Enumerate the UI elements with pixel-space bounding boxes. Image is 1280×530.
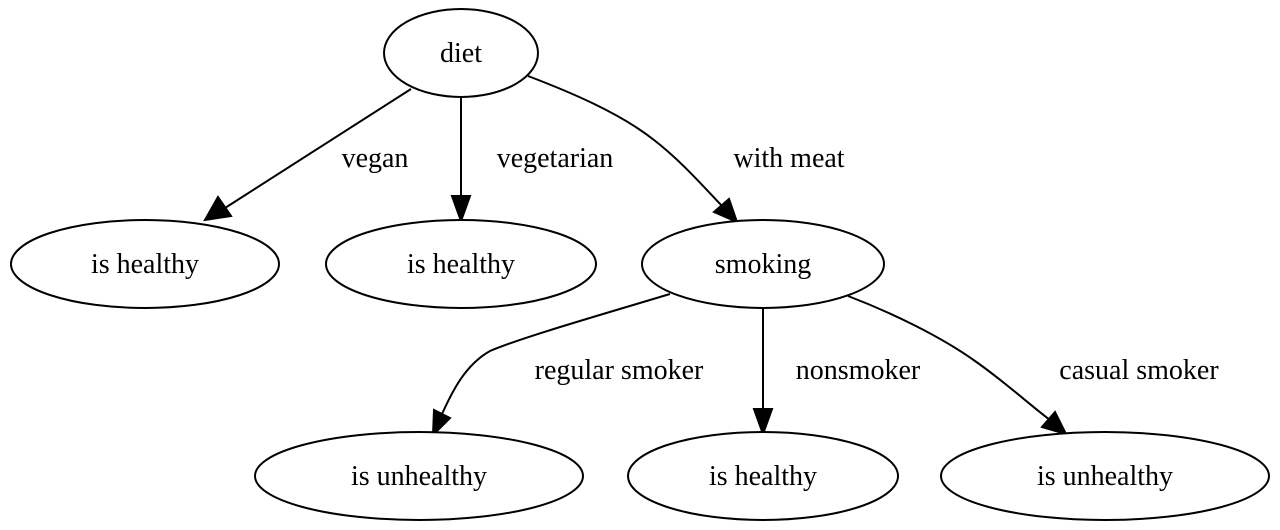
node-label-diet: diet bbox=[440, 38, 482, 69]
arrowhead-icon bbox=[752, 408, 774, 437]
node-diet: diet bbox=[383, 8, 539, 98]
node-ellipse bbox=[325, 219, 597, 309]
edge-smoking-regular-smoker bbox=[431, 293, 671, 438]
node-ellipse bbox=[641, 219, 885, 309]
edge-label-casual-smoker: casual smoker bbox=[1059, 355, 1219, 386]
edge-line bbox=[441, 293, 671, 415]
node-ellipse bbox=[254, 431, 584, 521]
edge-diet-vegetarian bbox=[450, 97, 472, 224]
node-ellipse bbox=[940, 431, 1270, 521]
arrowhead-icon bbox=[1040, 410, 1068, 436]
arrowhead-icon bbox=[431, 408, 452, 438]
edge-label-vegan: vegan bbox=[342, 143, 409, 174]
edge-diet-vegan bbox=[203, 88, 412, 222]
edge-line bbox=[527, 75, 723, 207]
node-ellipse bbox=[10, 219, 280, 309]
node-label-smoking: smoking bbox=[715, 249, 811, 280]
arrowhead-icon bbox=[450, 195, 472, 224]
edge-label-regular-smoker: regular smoker bbox=[535, 355, 704, 386]
edge-label-with-meat: with meat bbox=[733, 143, 844, 174]
node-vegan-outcome: is healthy bbox=[10, 219, 280, 309]
node-label-nonsmoker-outcome: is healthy bbox=[709, 461, 817, 492]
node-label-casual-smoker-outcome: is unhealthy bbox=[1037, 461, 1173, 492]
node-label-vegan-outcome: is healthy bbox=[91, 249, 199, 280]
node-label-vegetarian-outcome: is healthy bbox=[407, 249, 515, 280]
edge-line bbox=[847, 295, 1051, 421]
node-smoking: smoking bbox=[641, 219, 885, 309]
arrowhead-icon bbox=[712, 197, 739, 224]
edge-line bbox=[224, 88, 412, 209]
node-label-regular-smoker-outcome: is unhealthy bbox=[351, 461, 487, 492]
edge-label-vegetarian: vegetarian bbox=[497, 143, 614, 174]
node-ellipse bbox=[627, 431, 899, 521]
edge-label-nonsmoker: nonsmoker bbox=[796, 355, 921, 386]
edge-diet-with-meat bbox=[527, 75, 739, 224]
node-casual-smoker-outcome: is unhealthy bbox=[940, 431, 1270, 521]
edge-smoking-casual-smoker bbox=[847, 295, 1068, 436]
node-nonsmoker-outcome: is healthy bbox=[627, 431, 899, 521]
node-regular-smoker-outcome: is unhealthy bbox=[254, 431, 584, 521]
node-ellipse bbox=[383, 8, 539, 98]
arrowhead-icon bbox=[203, 195, 233, 222]
edge-smoking-nonsmoker bbox=[752, 308, 774, 437]
node-vegetarian-outcome: is healthy bbox=[325, 219, 597, 309]
